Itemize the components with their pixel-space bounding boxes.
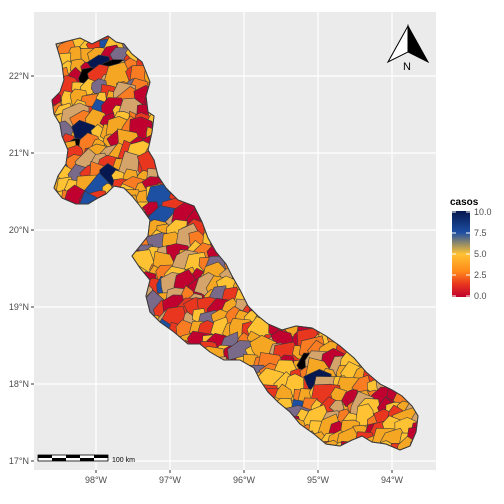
- y-tick-label: 18°N: [9, 379, 29, 389]
- legend: casos 10.0 7.5 5.0 2.5 0.0: [450, 197, 492, 301]
- legend-title: casos: [450, 197, 479, 208]
- y-axis-labels: 22°N 21°N 20°N 19°N 18°N 17°N: [9, 71, 29, 466]
- y-tick-label: 20°N: [9, 225, 29, 235]
- legend-tick-label: 0.0: [474, 291, 487, 301]
- legend-tick-label: 5.0: [474, 249, 487, 259]
- legend-tick-label: 7.5: [474, 228, 487, 238]
- x-tick-label: 94°W: [381, 475, 404, 485]
- x-tick-label: 97°W: [159, 475, 182, 485]
- legend-colorbar: [452, 211, 470, 297]
- y-tick-label: 17°N: [9, 456, 29, 466]
- legend-tick-label: 10.0: [474, 207, 492, 217]
- x-tick-label: 96°W: [233, 475, 256, 485]
- scale-bar: 100 km: [37, 454, 135, 464]
- state-border: [51, 35, 419, 451]
- x-tick-label: 95°W: [307, 475, 330, 485]
- north-arrow-label: N: [403, 61, 411, 73]
- y-tick-label: 21°N: [9, 148, 29, 158]
- north-arrow-icon: N: [386, 24, 430, 73]
- scale-bar-label: 100 km: [112, 457, 135, 464]
- y-tick-label: 22°N: [9, 71, 29, 81]
- x-tick-label: 98°W: [85, 475, 108, 485]
- x-axis-labels: 98°W 97°W 96°W 95°W 94°W: [85, 475, 404, 485]
- axis-ticks: [31, 75, 393, 473]
- y-tick-label: 19°N: [9, 302, 29, 312]
- legend-tick-label: 2.5: [474, 270, 487, 280]
